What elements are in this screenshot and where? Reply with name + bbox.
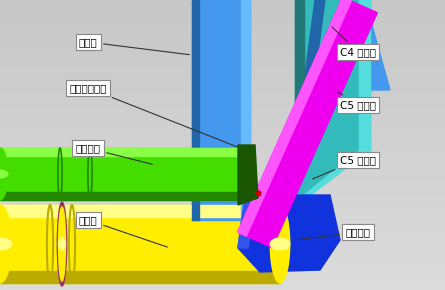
Ellipse shape (58, 238, 65, 250)
Polygon shape (238, 0, 351, 236)
Bar (295, 0, 304, 150)
Polygon shape (238, 195, 340, 272)
Ellipse shape (239, 170, 251, 178)
Bar (241, 0, 250, 220)
Ellipse shape (239, 148, 251, 200)
Ellipse shape (270, 205, 290, 283)
Text: 河南汇金钢铁有限公司: 河南汇金钢铁有限公司 (199, 191, 245, 200)
Text: 分解炉: 分解炉 (79, 37, 189, 55)
Polygon shape (238, 145, 258, 205)
Polygon shape (248, 150, 370, 235)
Bar (0, 148, 245, 156)
Text: 三次风管: 三次风管 (76, 143, 152, 164)
Bar (0, 271, 280, 283)
Bar (0, 205, 280, 217)
Text: 分解炉燃烧器: 分解炉燃烧器 (69, 83, 238, 147)
Bar (0, 148, 245, 200)
Polygon shape (303, 0, 325, 90)
Bar (359, 0, 370, 150)
Bar (0, 205, 280, 283)
Ellipse shape (0, 148, 8, 200)
Ellipse shape (270, 238, 290, 250)
Text: C5 旋风筒: C5 旋风筒 (337, 92, 376, 110)
Text: C5 下料管: C5 下料管 (312, 155, 376, 179)
Polygon shape (303, 0, 390, 90)
Ellipse shape (0, 170, 8, 178)
Ellipse shape (0, 205, 12, 283)
Text: 回转窑: 回转窑 (79, 215, 167, 247)
Bar (192, 0, 199, 220)
Polygon shape (238, 195, 258, 248)
Polygon shape (238, 0, 377, 248)
Text: 窑尾烟室: 窑尾烟室 (298, 227, 371, 240)
Bar (192, 0, 250, 220)
Ellipse shape (0, 238, 12, 250)
Ellipse shape (58, 207, 65, 281)
Polygon shape (255, 150, 370, 235)
Bar (295, 0, 370, 150)
Text: C4 下料管: C4 下料管 (332, 27, 376, 57)
Polygon shape (248, 150, 305, 235)
Ellipse shape (57, 202, 67, 286)
Bar (0, 192, 245, 200)
